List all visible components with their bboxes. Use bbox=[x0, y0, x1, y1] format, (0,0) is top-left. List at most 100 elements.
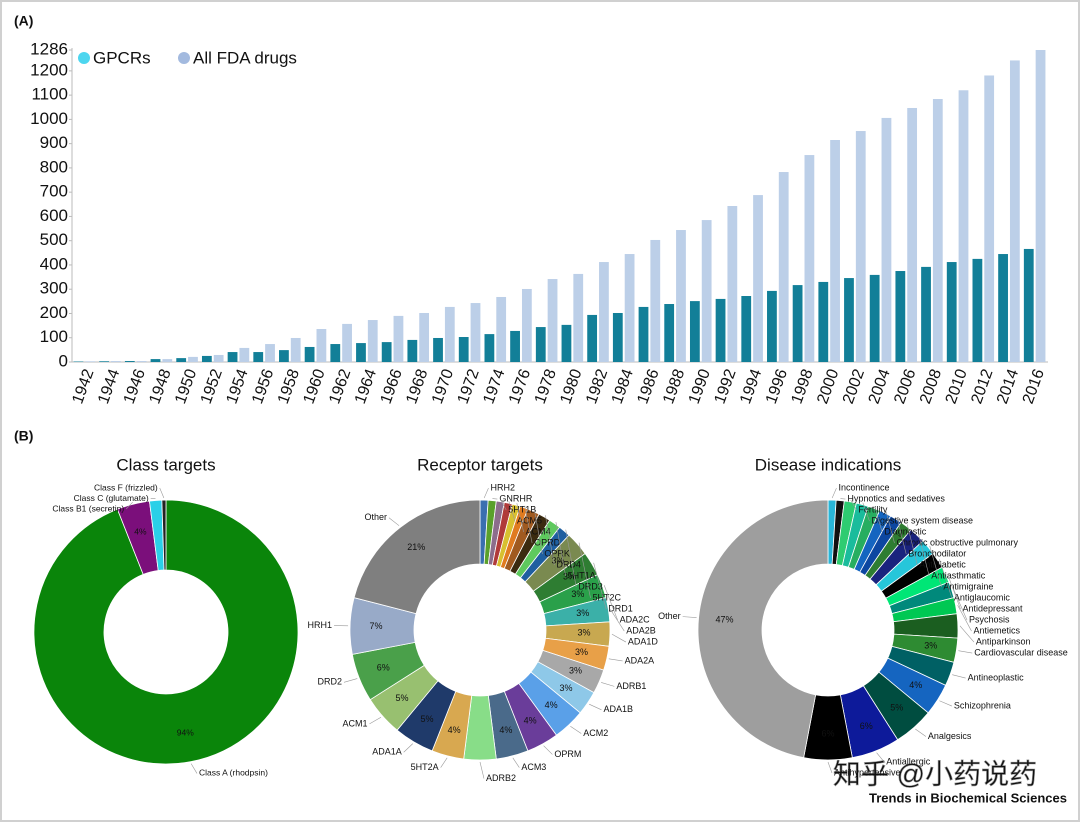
category-label: OPRM bbox=[554, 749, 581, 759]
leader-line bbox=[578, 542, 591, 599]
category-label: ADRB1 bbox=[616, 681, 646, 691]
bar bbox=[778, 172, 789, 362]
leader-line bbox=[874, 506, 883, 533]
leader-line bbox=[543, 745, 553, 755]
bar bbox=[381, 342, 392, 362]
category-label: ACM3 bbox=[521, 762, 546, 772]
data-label: 4% bbox=[134, 526, 147, 536]
category-label: ADA1A bbox=[372, 747, 402, 757]
bar bbox=[650, 239, 661, 362]
y-tick-label: 700 bbox=[40, 182, 68, 201]
bar bbox=[356, 343, 366, 362]
bar bbox=[136, 361, 147, 362]
leader-line bbox=[947, 573, 961, 610]
data-label: 3% bbox=[563, 571, 576, 581]
leader-line bbox=[534, 509, 543, 555]
bar bbox=[484, 334, 495, 362]
leader-line bbox=[483, 487, 489, 499]
category-label: ADA1D bbox=[628, 636, 659, 646]
category-label: Class A (rhodpsin) bbox=[199, 768, 268, 778]
leader-line bbox=[125, 502, 133, 510]
bar bbox=[587, 314, 598, 362]
category-label: HRH2 bbox=[490, 482, 515, 492]
bar bbox=[176, 358, 187, 362]
bar bbox=[213, 354, 224, 362]
bar bbox=[1035, 50, 1046, 362]
data-label: 5% bbox=[421, 714, 434, 724]
category-label: Incontinence bbox=[838, 482, 889, 492]
data-label: 4% bbox=[909, 680, 922, 690]
bar bbox=[767, 290, 777, 362]
bar bbox=[111, 361, 121, 362]
data-label: 3% bbox=[577, 628, 590, 638]
bar bbox=[201, 355, 212, 362]
bar bbox=[855, 131, 866, 362]
category-label: Antihypertensive bbox=[834, 767, 901, 777]
category-label: ACM1 bbox=[342, 718, 367, 728]
bar bbox=[741, 296, 752, 362]
category-label: HRH1 bbox=[308, 620, 333, 630]
leader-line bbox=[601, 682, 615, 687]
bar bbox=[972, 258, 983, 362]
bar bbox=[330, 344, 341, 362]
bar bbox=[727, 206, 738, 362]
leader-line bbox=[953, 589, 968, 621]
category-label: Schizophrenia bbox=[954, 700, 1011, 710]
data-label: 4% bbox=[448, 725, 461, 735]
category-label: ADA2A bbox=[625, 655, 655, 665]
leader-line bbox=[939, 700, 953, 707]
bar bbox=[162, 359, 173, 362]
chart-title: Receptor targets bbox=[417, 455, 543, 474]
bar bbox=[895, 271, 906, 362]
data-label: 5% bbox=[890, 702, 903, 712]
category-label: Hypnotics and sedatives bbox=[847, 493, 945, 503]
category-label: DRD3 bbox=[578, 581, 603, 591]
category-label: DRD4 bbox=[556, 559, 581, 569]
data-label: 3% bbox=[575, 647, 588, 657]
category-label: ACM5 bbox=[517, 515, 542, 525]
bar bbox=[99, 361, 110, 362]
bar bbox=[253, 352, 264, 362]
watermark: 知乎 @小药说药 bbox=[833, 758, 1037, 789]
category-label: Digestive system disease bbox=[871, 515, 973, 525]
category-label: Cardiovascular disease bbox=[974, 647, 1068, 657]
bar bbox=[689, 301, 700, 362]
leader-line bbox=[906, 524, 918, 566]
leader-line bbox=[512, 757, 520, 768]
category-label: 5HT1B bbox=[508, 504, 536, 514]
category-label: Other bbox=[364, 512, 387, 522]
leader-line bbox=[896, 517, 907, 555]
leader-line bbox=[831, 487, 837, 499]
data-label: 21% bbox=[407, 542, 425, 552]
bar bbox=[124, 361, 135, 362]
bar bbox=[304, 346, 315, 362]
leader-line bbox=[939, 559, 953, 599]
bar bbox=[561, 324, 572, 362]
category-label: Class F (frizzled) bbox=[94, 482, 158, 492]
bar bbox=[458, 337, 469, 362]
bar bbox=[393, 315, 404, 362]
leader-line bbox=[958, 650, 973, 654]
bar bbox=[638, 306, 649, 362]
y-tick-label: 300 bbox=[40, 279, 68, 298]
bar bbox=[881, 117, 892, 362]
y-tick-label: 400 bbox=[40, 254, 68, 273]
bar bbox=[316, 329, 327, 362]
journal: Trends in Biochemical Sciences bbox=[869, 790, 1067, 805]
bar bbox=[830, 140, 840, 362]
y-tick-label: 1100 bbox=[31, 85, 68, 104]
bar bbox=[907, 107, 918, 362]
data-label: 6% bbox=[377, 663, 390, 673]
leader-line bbox=[343, 678, 358, 683]
data-label: 4% bbox=[499, 725, 512, 735]
y-tick-label: 900 bbox=[40, 133, 68, 152]
category-label: ADRB2 bbox=[486, 773, 516, 783]
category-label: Fertility bbox=[858, 504, 887, 514]
category-label: Antiglaucomic bbox=[954, 592, 1011, 602]
bar bbox=[624, 254, 635, 362]
category-label: Analgesics bbox=[928, 731, 972, 741]
y-tick-label: 500 bbox=[40, 230, 68, 249]
data-label: 4% bbox=[545, 700, 558, 710]
bar bbox=[676, 230, 686, 362]
